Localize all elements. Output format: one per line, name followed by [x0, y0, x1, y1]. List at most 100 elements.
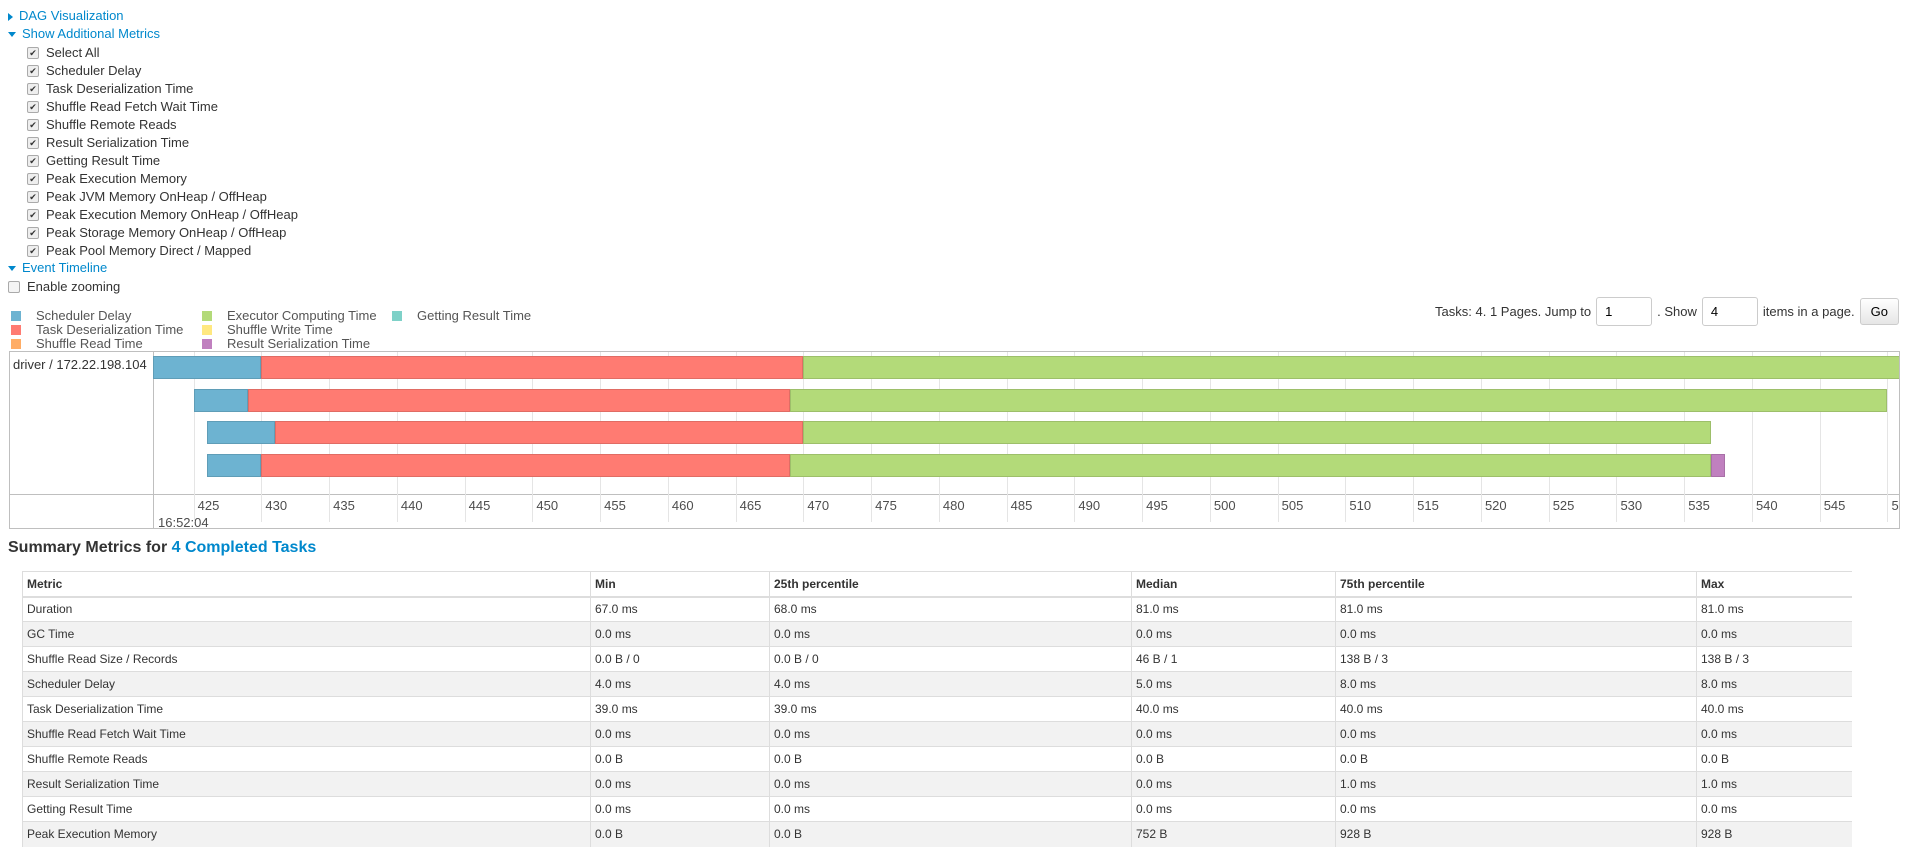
grid-line [193, 352, 195, 522]
metric-value: 0.0 ms [1131, 771, 1336, 797]
column-header[interactable]: Median [1131, 571, 1336, 598]
metric-value: 0.0 ms [590, 771, 770, 797]
completed-tasks-link[interactable]: 4 Completed Tasks [171, 539, 317, 556]
additional-metrics-toggle[interactable]: Show Additional Metrics [8, 26, 160, 41]
task-segment[interactable] [274, 421, 804, 444]
task-segment[interactable] [207, 453, 262, 477]
task-segment[interactable] [153, 356, 262, 379]
checkbox-checked-icon: ✔ [27, 190, 39, 203]
metric-checkbox[interactable]: ✔ Peak JVM Memory OnHeap / OffHeap [27, 189, 267, 204]
metric-name: Shuffle Read Fetch Wait Time [22, 721, 591, 747]
pagination-summary: Tasks: 4. 1 Pages. Jump to [1435, 304, 1592, 319]
column-header[interactable]: Min [590, 571, 770, 598]
axis-tick-label: 445 [468, 498, 491, 513]
legend-item: Result Serialization Time [202, 336, 370, 351]
task-segment[interactable] [789, 388, 1888, 412]
metric-checkbox[interactable]: ✔ Task Deserialization Time [27, 81, 193, 96]
table-row: Getting Result Time 0.0 ms 0.0 ms 0.0 ms 0.0… [22, 796, 1852, 822]
axis-tick-label: 490 [1078, 498, 1101, 513]
task-segment[interactable] [261, 356, 804, 379]
legend-swatch-icon [11, 338, 21, 349]
metric-value: 928 B [1696, 821, 1852, 847]
legend-swatch-icon [202, 324, 212, 335]
axis-tick-label: 465 [739, 498, 762, 513]
column-header[interactable]: 25th percentile [769, 571, 1132, 598]
axis-tick-label: 515 [1417, 498, 1439, 513]
jump-to-page-input[interactable] [1596, 297, 1653, 326]
metric-value: 4.0 ms [590, 671, 770, 697]
checkbox-checked-icon: ✔ [27, 100, 39, 113]
metric-value: 0.0 ms [1335, 721, 1697, 747]
axis-tick-label: 435 [333, 498, 355, 513]
metric-value: 40.0 ms [1696, 696, 1852, 722]
column-header[interactable]: Metric [22, 571, 591, 598]
axis-tick-label: 440 [400, 498, 423, 513]
axis-tick-label: 470 [807, 498, 830, 513]
axis-tick-label: 530 [1620, 498, 1643, 513]
axis-tick-label: 430 [265, 498, 288, 513]
metric-checkbox-label: Select All [46, 45, 100, 60]
task-segment[interactable] [247, 388, 790, 412]
go-button[interactable]: Go [1859, 298, 1899, 325]
axis-tick-label: 425 [197, 498, 220, 513]
task-segment[interactable] [803, 421, 1712, 444]
table-row: Shuffle Read Size / Records 0.0 B / 0 0.0 … [22, 646, 1852, 672]
axis-date-label: 16:52:04 [158, 515, 209, 529]
task-segment[interactable] [193, 388, 248, 412]
metric-checkbox[interactable]: ✔ Select All [27, 45, 99, 60]
checkbox-checked-icon: ✔ [27, 154, 39, 167]
table-row: Shuffle Remote Reads 0.0 B 0.0 B 0.0 B 0.0 B… [22, 746, 1852, 772]
legend-label: Shuffle Write Time [227, 322, 333, 337]
metric-checkbox[interactable]: ✔ Peak Execution Memory OnHeap / OffHeap [27, 207, 298, 222]
metric-value: 0.0 B [1131, 746, 1336, 772]
event-timeline-toggle[interactable]: Event Timeline [8, 260, 107, 275]
metric-checkbox[interactable]: ✔ Peak Storage Memory OnHeap / OffHeap [27, 225, 286, 240]
group-label-driver: driver / 172.22.198.104 [13, 357, 147, 372]
metric-checkbox[interactable]: ✔ Shuffle Read Fetch Wait Time [27, 99, 218, 114]
metric-checkbox-label: Peak Pool Memory Direct / Mapped [46, 243, 252, 258]
legend-label: Getting Result Time [417, 308, 532, 323]
metric-checkbox-label: Peak Execution Memory OnHeap / OffHeap [46, 207, 298, 222]
axis-tick-label: 520 [1484, 498, 1507, 513]
axis-tick-label: 455 [604, 498, 626, 513]
checkbox-checked-icon: ✔ [27, 46, 39, 59]
task-segment[interactable] [803, 356, 1899, 379]
page-size-input[interactable] [1701, 297, 1758, 326]
table-row: Duration 67.0 ms 68.0 ms 81.0 ms 81.0 ms 81.0… [22, 596, 1852, 622]
metric-checkbox[interactable]: ✔ Shuffle Remote Reads [27, 117, 177, 132]
metric-checkbox[interactable]: ✔ Getting Result Time [27, 153, 160, 168]
metric-value: 0.0 B / 0 [590, 646, 770, 672]
task-segment[interactable] [261, 453, 790, 477]
metric-value: 8.0 ms [1335, 671, 1697, 697]
metric-value: 138 B / 3 [1696, 646, 1852, 672]
enable-zooming-label: Enable zooming [27, 279, 121, 294]
checkbox-checked-icon: ✔ [27, 136, 39, 149]
axis-divider [10, 494, 1899, 495]
task-segment[interactable] [789, 453, 1712, 477]
checkbox-checked-icon: ✔ [27, 172, 39, 185]
axis-tick-label: 550 [1891, 498, 1899, 513]
metrics-label: Show Additional Metrics [22, 26, 161, 41]
task-segment[interactable] [207, 421, 275, 444]
dag-visualization-toggle[interactable]: DAG Visualization [8, 8, 124, 23]
metric-value: 138 B / 3 [1335, 646, 1697, 672]
legend-swatch-icon [11, 324, 21, 335]
legend-swatch-icon [202, 338, 212, 349]
legend-swatch-icon [392, 310, 402, 321]
metric-checkbox-label: Task Deserialization Time [46, 81, 194, 96]
metric-checkbox[interactable]: ✔ Peak Pool Memory Direct / Mapped [27, 243, 251, 258]
enable-zooming-checkbox[interactable]: Enable zooming [8, 279, 120, 294]
column-header[interactable]: 75th percentile [1335, 571, 1697, 598]
metric-value: 0.0 ms [769, 721, 1132, 747]
axis-tick-label: 495 [1146, 498, 1168, 513]
metric-checkbox[interactable]: ✔ Scheduler Delay [27, 63, 141, 78]
metric-checkbox[interactable]: ✔ Result Serialization Time [27, 135, 189, 150]
metric-value: 0.0 ms [1696, 721, 1852, 747]
metric-name: Result Serialization Time [22, 771, 591, 797]
legend-label: Shuffle Read Time [36, 336, 143, 351]
column-header[interactable]: Max [1696, 571, 1852, 598]
task-segment[interactable] [1711, 453, 1725, 477]
metric-checkbox[interactable]: ✔ Peak Execution Memory [27, 171, 187, 186]
metric-value: 8.0 ms [1696, 671, 1852, 697]
checkbox-checked-icon: ✔ [27, 244, 39, 257]
